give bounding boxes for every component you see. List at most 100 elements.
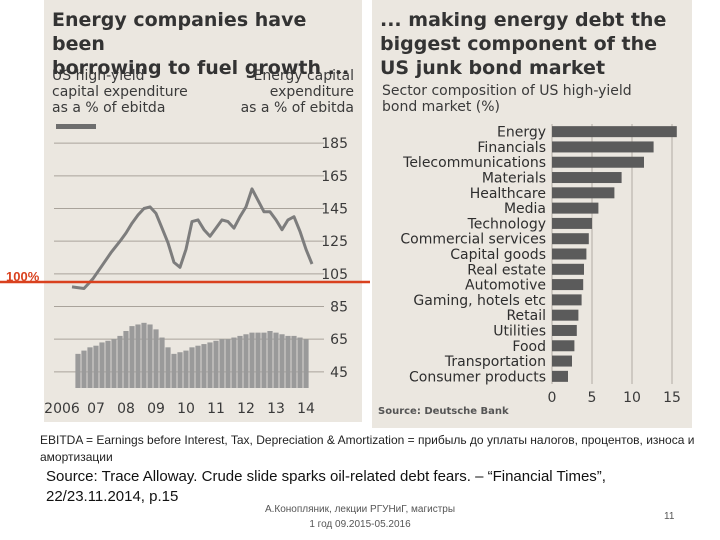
sector-bar: [552, 187, 615, 199]
y-tick-label: 165: [321, 169, 348, 185]
capex-bar: [195, 345, 201, 388]
y-tick-label: 185: [321, 136, 348, 152]
x-tick-label: 08: [117, 401, 135, 417]
sector-label: Energy: [497, 125, 546, 141]
capex-bar: [189, 347, 195, 388]
x-tick-label: 13: [267, 401, 285, 417]
capex-bar: [165, 347, 171, 388]
sector-bar: [552, 263, 584, 275]
sector-label: Utilities: [493, 323, 546, 339]
capex-bar: [303, 339, 309, 388]
capex-bar: [249, 332, 255, 388]
capex-bar: [123, 331, 129, 388]
y-tick-label: 105: [321, 267, 348, 283]
sector-label: Consumer products: [409, 369, 546, 385]
x-tick-label: 09: [147, 401, 165, 417]
sector-label: Capital goods: [450, 247, 546, 263]
capex-bar: [75, 353, 81, 388]
sector-label: Retail: [506, 308, 546, 324]
sector-bar: [552, 370, 568, 382]
sector-label: Automotive: [465, 278, 546, 294]
sector-label: Materials: [482, 171, 546, 187]
capex-bar: [237, 335, 243, 388]
sector-bar: [552, 279, 584, 291]
sector-label: Gaming, hotels etc: [413, 293, 546, 309]
right-axis-label: Energy capital expenditure as a % of ebi…: [240, 68, 354, 116]
sector-bar: [552, 172, 622, 184]
reference-line-label: 100%: [6, 269, 40, 284]
x-tick-label: 14: [297, 401, 315, 417]
sector-label: Technology: [467, 216, 546, 232]
sector-label: Telecommunications: [402, 155, 546, 171]
y-tick-label: 45: [330, 365, 348, 381]
capex-bar: [135, 324, 141, 388]
capex-bar: [159, 337, 165, 388]
sector-bar: [552, 233, 589, 245]
x-tick-label: 15: [663, 390, 681, 406]
x-tick-label: 5: [588, 390, 597, 406]
sector-bar: [552, 324, 577, 336]
x-tick-label: 12: [237, 401, 255, 417]
sector-label: Transportation: [444, 354, 546, 370]
x-tick-label: 10: [177, 401, 195, 417]
capex-bar: [87, 347, 93, 388]
capex-bar: [273, 332, 279, 388]
sector-label: Real estate: [467, 262, 546, 278]
capex-bar: [297, 337, 303, 388]
capex-bar: [255, 332, 261, 388]
sector-bar: [552, 126, 677, 138]
y-tick-label: 125: [321, 234, 348, 250]
capex-chart: 185 165 145 125 105 85 65 45 2006 07 08 09 10 11 12 13 1…: [44, 124, 348, 417]
sector-bar: [552, 217, 592, 229]
capex-bar: [291, 335, 297, 388]
capex-bar: [225, 339, 231, 388]
capex-bar: [267, 331, 273, 388]
capex-bar: [93, 345, 99, 388]
x-tick-label: 07: [87, 401, 105, 417]
sector-bar: [552, 141, 654, 153]
capex-bar: [99, 342, 105, 388]
x-tick-label: 11: [207, 401, 225, 417]
ebitda-note: EBITDA = Earnings before Interest, Tax, …: [40, 433, 695, 464]
sector-bar: [552, 309, 579, 321]
sector-bar: [552, 294, 582, 306]
source-citation: Source: Trace Alloway. Crude slide spark…: [46, 468, 606, 505]
capex-bar: [243, 334, 249, 388]
capex-bar: [285, 335, 291, 388]
capex-bar: [261, 332, 267, 388]
legend-swatch: [56, 124, 96, 129]
right-headline: ... making energy debt the biggest compo…: [380, 9, 667, 79]
capex-bar: [81, 350, 87, 388]
sector-label: Commercial services: [400, 232, 546, 248]
right-chart-clipping: ... making energy debt the biggest compo…: [372, 0, 692, 428]
capex-bar: [105, 340, 111, 388]
capex-bar: [111, 339, 117, 388]
sector-bar: [552, 248, 587, 260]
sector-label: Food: [512, 339, 546, 355]
y-tick-label: 65: [330, 332, 348, 348]
capex-bar: [201, 344, 207, 388]
sector-bar: [552, 202, 599, 214]
capex-bar: [129, 326, 135, 388]
sector-label: Healthcare: [470, 186, 546, 202]
right-subtitle: Sector composition of US high-yield bond…: [382, 83, 632, 115]
sector-bar: [552, 340, 575, 352]
sector-bar: [552, 156, 644, 168]
y-tick-label: 85: [330, 300, 348, 316]
footer: А.Конопляник, лекции РГУНиГ, магистры 1 …: [264, 504, 456, 530]
capex-bar: [177, 352, 183, 388]
x-tick-label: 2006: [44, 401, 80, 417]
sector-label: Financials: [477, 140, 546, 156]
capex-bar: [117, 335, 123, 388]
sector-label: Media: [504, 201, 546, 217]
capex-bar: [219, 339, 225, 388]
capex-bar: [279, 334, 285, 388]
capex-bar: [141, 322, 147, 388]
sector-chart: Source: Deutsche Bank 0 5 10 15 EnergyFinanc…: [378, 124, 681, 417]
page-number: 11: [664, 511, 675, 522]
chart-source: Source: Deutsche Bank: [378, 406, 509, 417]
capex-line: [71, 187, 314, 290]
y-tick-label: 145: [321, 202, 348, 218]
capex-bar: [213, 340, 219, 388]
left-axis-label: US high-yield capital expenditure as a %…: [52, 68, 188, 116]
